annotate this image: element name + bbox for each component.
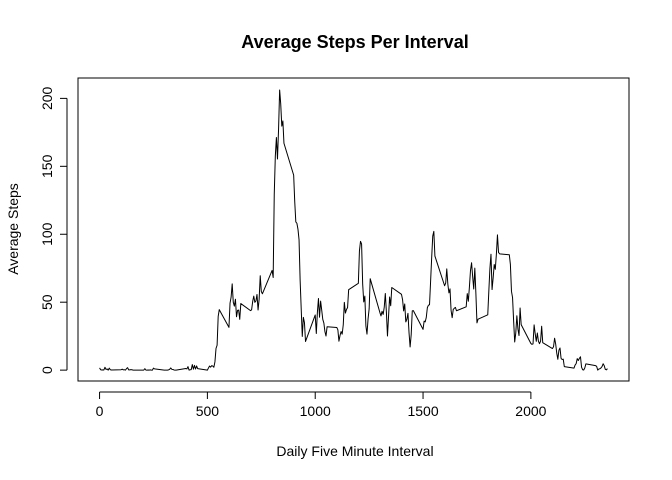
x-tick-label: 2000 <box>515 403 546 419</box>
y-tick-label: 0 <box>39 366 55 374</box>
y-tick-label: 150 <box>39 154 55 178</box>
x-tick-label: 1500 <box>407 403 438 419</box>
chart-title: Average Steps Per Interval <box>241 32 468 52</box>
x-tick-label: 500 <box>196 403 220 419</box>
y-tick-label: 100 <box>39 222 55 246</box>
y-axis-label: Average Steps <box>5 183 21 275</box>
x-tick-label: 1000 <box>300 403 331 419</box>
y-tick-label: 200 <box>39 86 55 110</box>
x-axis: 0 500 1000 1500 2000 <box>96 391 547 419</box>
plot-frame <box>77 77 630 382</box>
y-axis: 0 50 100 150 200 <box>39 86 68 374</box>
x-tick-label: 0 <box>96 403 104 419</box>
series-line <box>99 89 608 371</box>
x-axis-label: Daily Five Minute Interval <box>276 443 433 459</box>
y-tick-label: 50 <box>39 294 55 310</box>
series-layer <box>99 89 608 371</box>
